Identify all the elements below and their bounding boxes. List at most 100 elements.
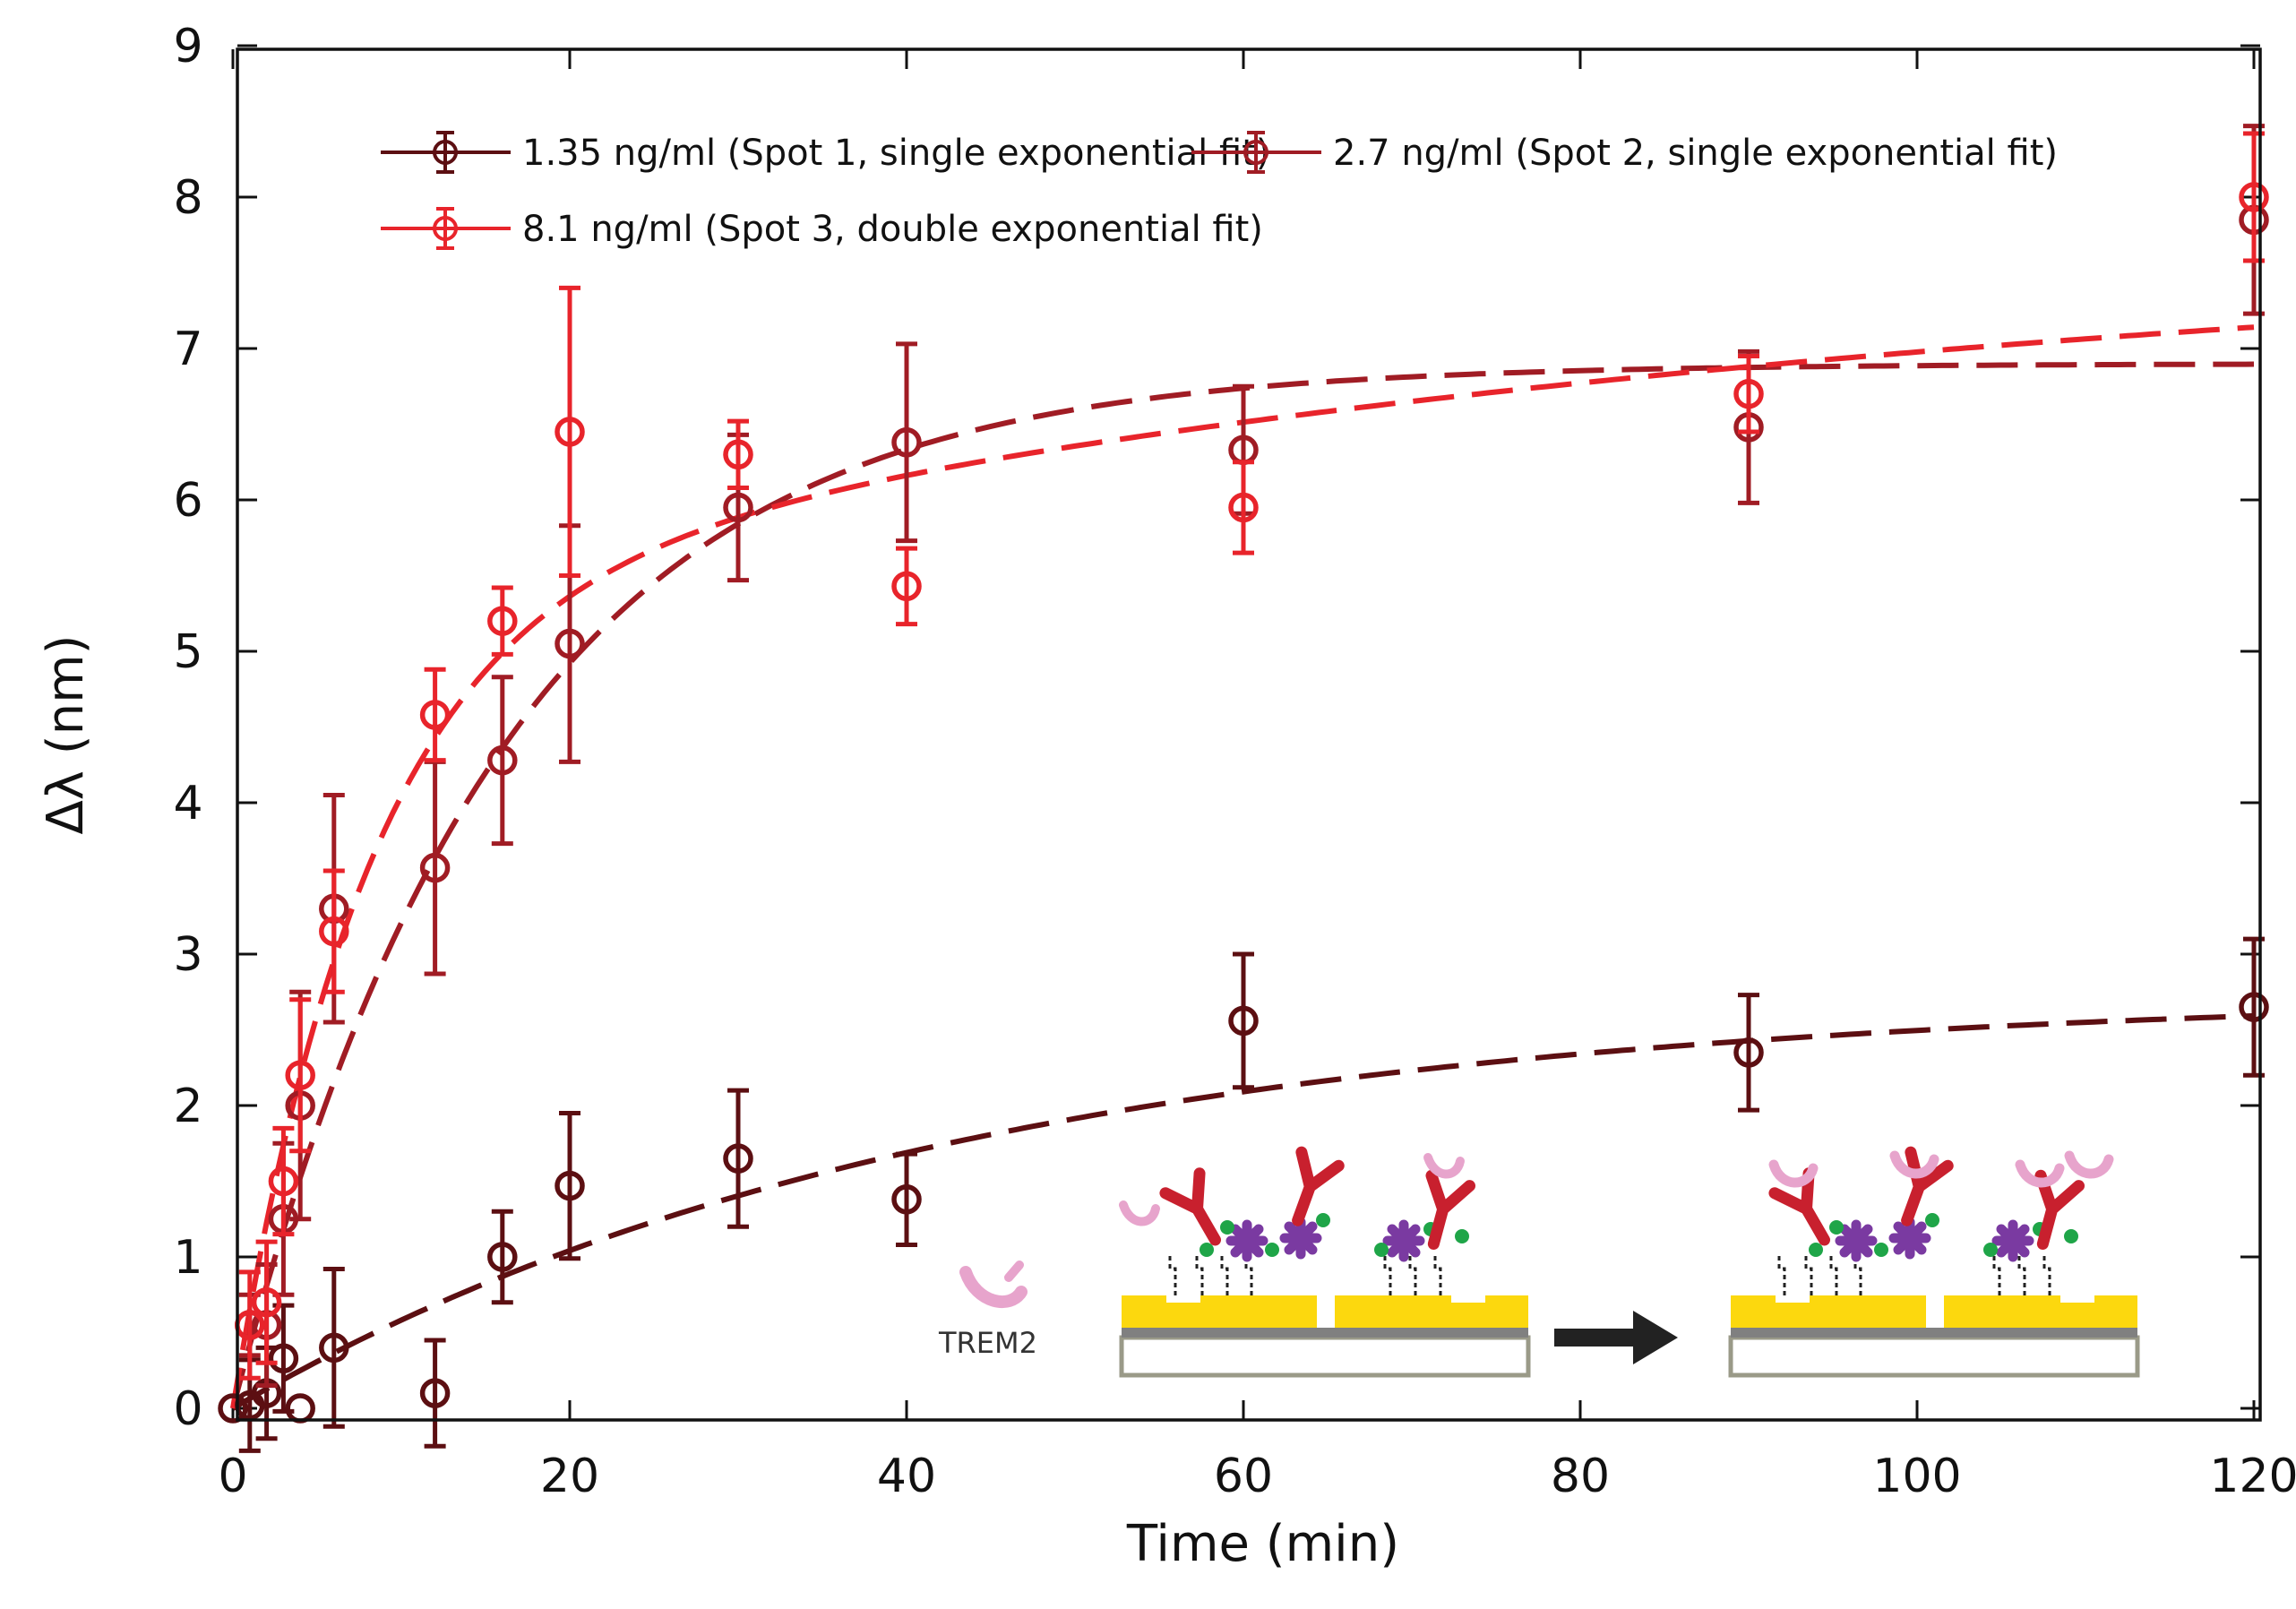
marker <box>891 427 922 458</box>
marker <box>419 700 451 730</box>
marker <box>1733 1037 1764 1068</box>
marker <box>419 1378 451 1408</box>
y-tick-label: 5 <box>173 625 202 679</box>
trem2-bound-icon <box>2064 1150 2114 1179</box>
marker <box>2239 182 2269 212</box>
data-point <box>891 546 922 627</box>
linker <box>1777 1252 1786 1295</box>
data-point <box>1733 353 1764 435</box>
marker <box>891 1184 922 1215</box>
dot <box>1316 1213 1330 1227</box>
substrate <box>1728 1335 2140 1378</box>
legend-label: 1.35 ng/ml (Spot 1, single exponential f… <box>522 133 1269 174</box>
legend-marker <box>433 140 458 165</box>
legend-label: 8.1 ng/ml (Spot 3, double exponential fi… <box>522 209 1263 250</box>
layer <box>1122 1328 1528 1338</box>
linker <box>1992 1252 2001 1295</box>
dot <box>1455 1229 1469 1243</box>
molecule <box>1888 1217 1931 1260</box>
marker <box>218 1393 248 1424</box>
gold-pad <box>1335 1295 1528 1328</box>
antibody-shape <box>1292 1146 1345 1226</box>
molecule <box>1382 1219 1425 1262</box>
molecule <box>1225 1219 1268 1262</box>
linker <box>1383 1252 1392 1295</box>
dot <box>1829 1220 1844 1235</box>
marker <box>487 606 518 636</box>
data-point <box>268 1125 299 1237</box>
data-point <box>555 1110 585 1261</box>
trem2-free-icon <box>959 1266 1028 1308</box>
data-point <box>218 1393 248 1424</box>
data-point <box>723 418 753 490</box>
data-point <box>1733 993 1764 1113</box>
data-point <box>723 1088 753 1229</box>
linker <box>1829 1252 1838 1295</box>
data-point <box>487 585 518 657</box>
data-point <box>1228 460 1259 555</box>
linker <box>2042 1252 2051 1295</box>
marker <box>723 492 753 523</box>
data-point <box>487 675 518 847</box>
y-tick-label: 3 <box>173 928 202 982</box>
layer <box>1731 1328 2137 1338</box>
x-tick-label: 40 <box>877 1450 936 1503</box>
x-tick-label: 80 <box>1551 1450 1610 1503</box>
dot <box>1265 1243 1279 1257</box>
y-tick-label: 8 <box>173 171 202 225</box>
y-tick-label: 2 <box>173 1080 202 1133</box>
marker <box>285 1060 315 1090</box>
y-axis-label: Δλ (nm) <box>37 635 95 835</box>
legend-label: 2.7 ng/ml (Spot 2, single exponential fi… <box>1333 133 2058 174</box>
marker <box>891 571 922 602</box>
antibody-shape <box>1425 1169 1475 1250</box>
data-point <box>419 667 451 763</box>
x-tick-label: 60 <box>1214 1450 1273 1503</box>
marker <box>285 1393 315 1424</box>
marker <box>487 744 518 776</box>
marker <box>555 417 585 447</box>
dot <box>1220 1220 1234 1235</box>
dot <box>2064 1229 2078 1243</box>
marker <box>319 1332 349 1364</box>
dot <box>1374 1243 1389 1257</box>
linker <box>1195 1252 1204 1295</box>
molecule <box>1279 1217 1322 1260</box>
molecule <box>1835 1219 1878 1262</box>
data-point <box>487 1209 518 1305</box>
trem2-label: TREM2 <box>938 1326 1037 1360</box>
molecule <box>1991 1219 2034 1262</box>
y-tick-label: 9 <box>173 20 202 73</box>
y-tick-label: 4 <box>173 777 202 830</box>
gold-pad <box>1731 1295 1926 1328</box>
marker <box>251 1286 282 1318</box>
marker <box>555 628 585 659</box>
gold-pad <box>1122 1295 1317 1328</box>
linker <box>1168 1252 1177 1295</box>
dot <box>1200 1243 1214 1257</box>
x-tick-label: 20 <box>540 1450 599 1503</box>
data-point <box>891 341 922 544</box>
data-points <box>218 124 2269 1453</box>
linker <box>1433 1252 1442 1295</box>
antibody-icon <box>1425 1169 1475 1250</box>
substrate <box>1119 1335 1531 1378</box>
trem2-free-icon-tip <box>1004 1261 1024 1282</box>
dot <box>1925 1213 1939 1227</box>
data-point <box>251 1239 282 1365</box>
linker <box>1220 1252 1229 1295</box>
dot <box>1983 1243 1998 1257</box>
dot <box>1874 1243 1888 1257</box>
marker <box>2239 992 2269 1022</box>
antibody-shape <box>1159 1167 1221 1246</box>
legend-marker <box>433 216 458 241</box>
data-point <box>319 1267 349 1429</box>
marker <box>555 1170 585 1201</box>
marker <box>1228 492 1259 523</box>
dot <box>1809 1243 1823 1257</box>
x-axis-label: Time (min) <box>1126 1515 1399 1573</box>
trem2-bound-icon <box>1768 1159 1819 1188</box>
data-point <box>555 285 585 578</box>
trem2-bound-icon <box>2015 1159 2065 1188</box>
y-tick-label: 0 <box>173 1382 202 1436</box>
